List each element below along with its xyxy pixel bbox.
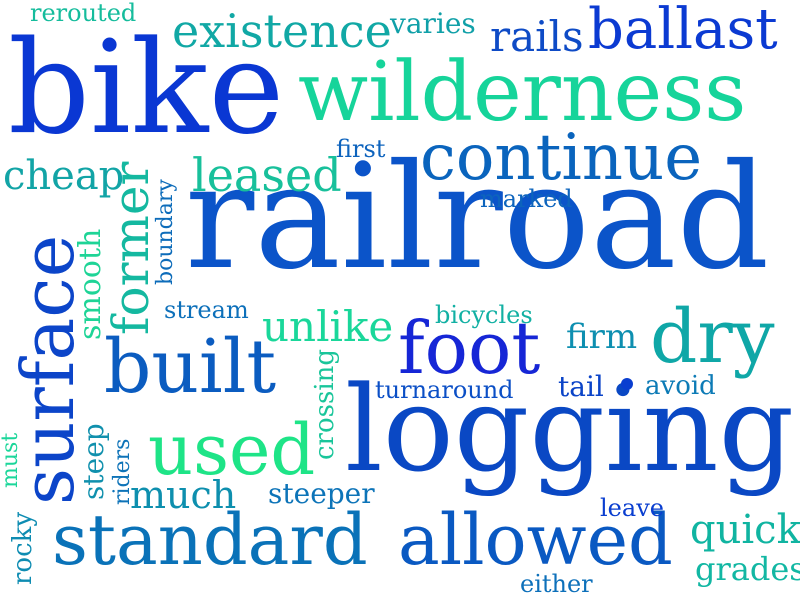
word-smooth: smooth <box>73 228 108 340</box>
word-dry: dry <box>650 294 775 380</box>
word-first: first <box>336 135 386 163</box>
word-turnaround: turnaround <box>375 376 514 404</box>
word-grades: grades <box>695 550 800 588</box>
word-steeper: steeper <box>268 477 375 510</box>
word-logging: logging <box>345 360 795 498</box>
word-bicycles: bicycles <box>435 301 533 329</box>
word-varies: varies <box>390 7 476 40</box>
word-rerouted: rerouted <box>30 0 137 27</box>
word-ballast: ballast <box>588 0 778 62</box>
word-stream: stream <box>164 296 249 324</box>
word-either: either <box>520 570 593 598</box>
word-rocky: rocky <box>8 511 38 585</box>
word-avoid: avoid <box>645 371 716 401</box>
word-marked: marked <box>480 185 573 213</box>
word-existence: existence <box>172 4 392 58</box>
word-rails: rails <box>490 12 584 61</box>
word-unlike: unlike <box>262 302 394 351</box>
word-leave: leave <box>600 494 664 522</box>
word-wilderness: wilderness <box>298 45 747 140</box>
word-built: built <box>104 324 277 410</box>
word-riders: riders <box>110 438 135 505</box>
word-railroad: railroad <box>185 133 770 302</box>
word-steep: steep <box>77 423 110 500</box>
word-firm: firm <box>566 317 638 357</box>
dot-mark <box>621 378 633 390</box>
word-standard: standard <box>52 499 368 581</box>
word-boundary: boundary <box>153 179 178 285</box>
word-used: used <box>148 409 316 491</box>
word-cheap: cheap <box>3 153 125 199</box>
word-foot: foot <box>398 306 541 390</box>
word-quick: quick <box>690 507 800 553</box>
word-bike: bike <box>8 14 285 163</box>
word-leased: leased <box>192 148 342 202</box>
word-former: former <box>102 161 160 335</box>
word-must: must <box>0 432 23 488</box>
word-allowed: allowed <box>398 499 673 581</box>
word-tail: tail <box>558 370 604 403</box>
word-crossing: crossing <box>310 348 340 460</box>
word-continue: continue <box>420 121 703 195</box>
word-much: much <box>130 473 237 517</box>
